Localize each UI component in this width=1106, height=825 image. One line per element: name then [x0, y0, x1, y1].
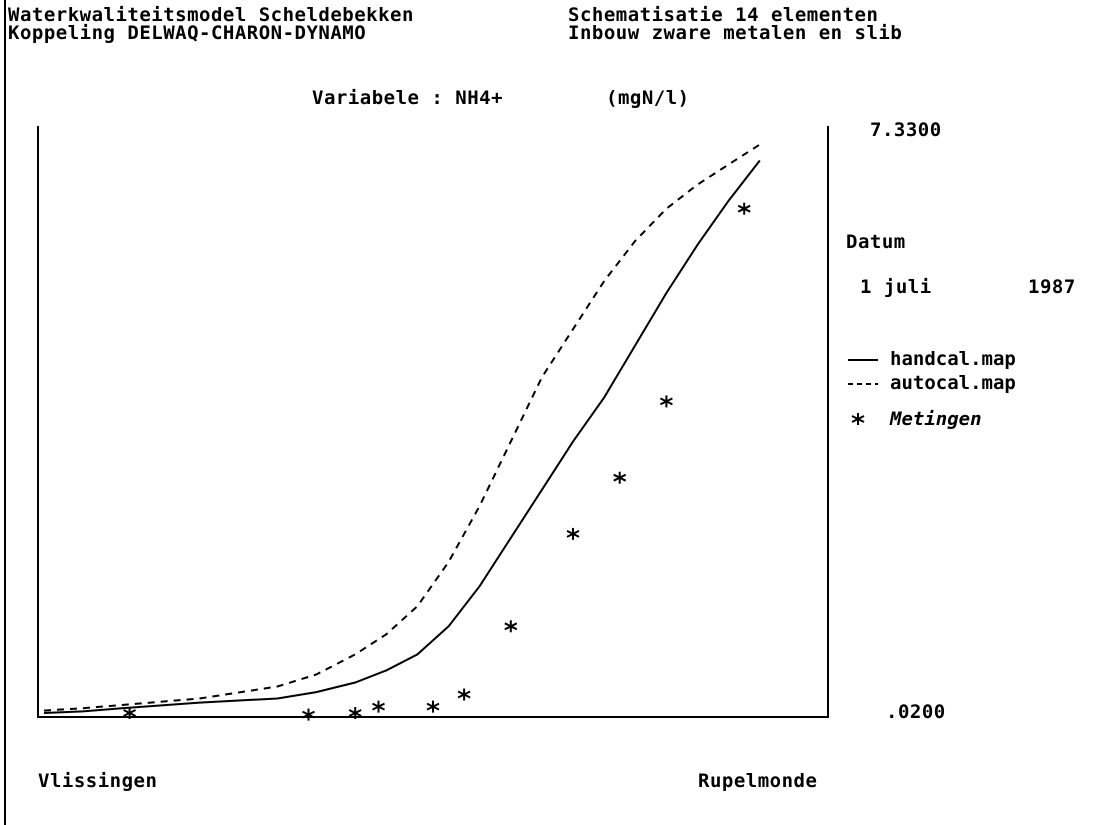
solid-line-icon [848, 359, 878, 361]
legend-label: handcal.map [890, 348, 1016, 370]
date-year: 1987 [1028, 276, 1076, 298]
model-title: Waterkwaliteitsmodel Scheldebekken [8, 4, 414, 26]
measurement-point [737, 202, 751, 215]
schematisation-title: Schematisatie 14 elementen [568, 4, 879, 26]
legend-item-autocal: autocal.map [846, 372, 1016, 396]
variable-label: Variabele : NH4+ [312, 87, 504, 109]
measurement-point [372, 700, 385, 713]
screen-frame-left [4, 0, 6, 825]
x-left-label: Vlissingen [38, 770, 158, 792]
measurement-point [457, 688, 471, 701]
x-right-label: Rupelmonde [698, 770, 818, 792]
legend-label: Metingen [890, 408, 982, 430]
coupling-title: Koppeling DELWAQ-CHARON-DYNAMO [8, 22, 367, 44]
dashed-line-icon [848, 383, 878, 385]
unit-label: (mgN/l) [606, 87, 690, 109]
measurement-point [566, 527, 580, 540]
y-min-label: .0200 [886, 701, 946, 723]
date-day-month: 1 juli [860, 276, 932, 298]
y-max-label: 7.3300 [870, 119, 942, 141]
measurement-point [426, 700, 440, 713]
measurement-point [504, 620, 518, 633]
date-heading: Datum [846, 231, 906, 253]
measurement-point [659, 395, 673, 408]
series-line-autocal-map [43, 143, 761, 712]
legend-item-metingen: Metingen [846, 408, 982, 432]
legend-item-handcal: handcal.map [846, 348, 1016, 372]
legend-label: autocal.map [890, 372, 1016, 394]
series-line-handcal-map [43, 159, 761, 714]
measurement-point [348, 707, 362, 719]
asterisk-marker-icon [851, 413, 865, 425]
measurement-point [123, 707, 137, 719]
build-in-title: Inbouw zware metalen en slib [568, 22, 903, 44]
measurement-point [613, 471, 627, 484]
measurement-point [302, 708, 315, 721]
